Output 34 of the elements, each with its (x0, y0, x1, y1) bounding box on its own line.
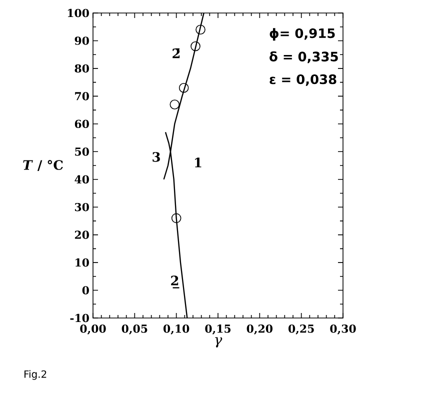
x-tick-label: 0,30 (330, 324, 356, 334)
point (190, 41, 200, 52)
x-tick-label: 0,05 (122, 324, 148, 334)
y-tick-label: 80 (74, 64, 89, 73)
x-axis-title: γ (215, 337, 222, 348)
point (178, 82, 189, 93)
annotation: δ = 0,335 (270, 51, 338, 64)
y-tick-label: 70 (75, 92, 89, 100)
annotation: 2̲ (171, 276, 180, 288)
point (171, 213, 182, 224)
y-tick-label: 0 (82, 286, 89, 294)
y-tick-label: 90 (74, 36, 89, 45)
point (170, 100, 180, 110)
x-tick-label: 0,25 (288, 324, 314, 334)
y-tick-label: 10 (76, 258, 89, 267)
y-tick-label: 100 (68, 8, 89, 18)
y-tick-label: 50 (75, 148, 89, 156)
x-tick-label: 0,20 (246, 324, 272, 334)
caption: Fig.2 (24, 370, 46, 380)
point (196, 24, 206, 35)
x-tick-label: 0,15 (205, 324, 231, 334)
annotation: 2̄ (172, 48, 180, 58)
y-tick-label: 30 (74, 202, 89, 212)
annotation: ϕ= 0,915 (270, 28, 335, 41)
x-tick-label: 0,00 (80, 324, 106, 334)
y-tick-label: 40 (74, 175, 89, 184)
y-tick-label: 20 (74, 230, 89, 239)
annotation: ε = 0,038 (270, 74, 336, 86)
y-axis-title: T / °C (23, 160, 63, 171)
y-tick-label: -10 (70, 314, 89, 322)
annotation: 1 (195, 158, 202, 168)
annotation: 3 (152, 152, 160, 162)
y-tick-label: 60 (74, 120, 89, 128)
x-tick-label: 0,10 (164, 324, 190, 334)
